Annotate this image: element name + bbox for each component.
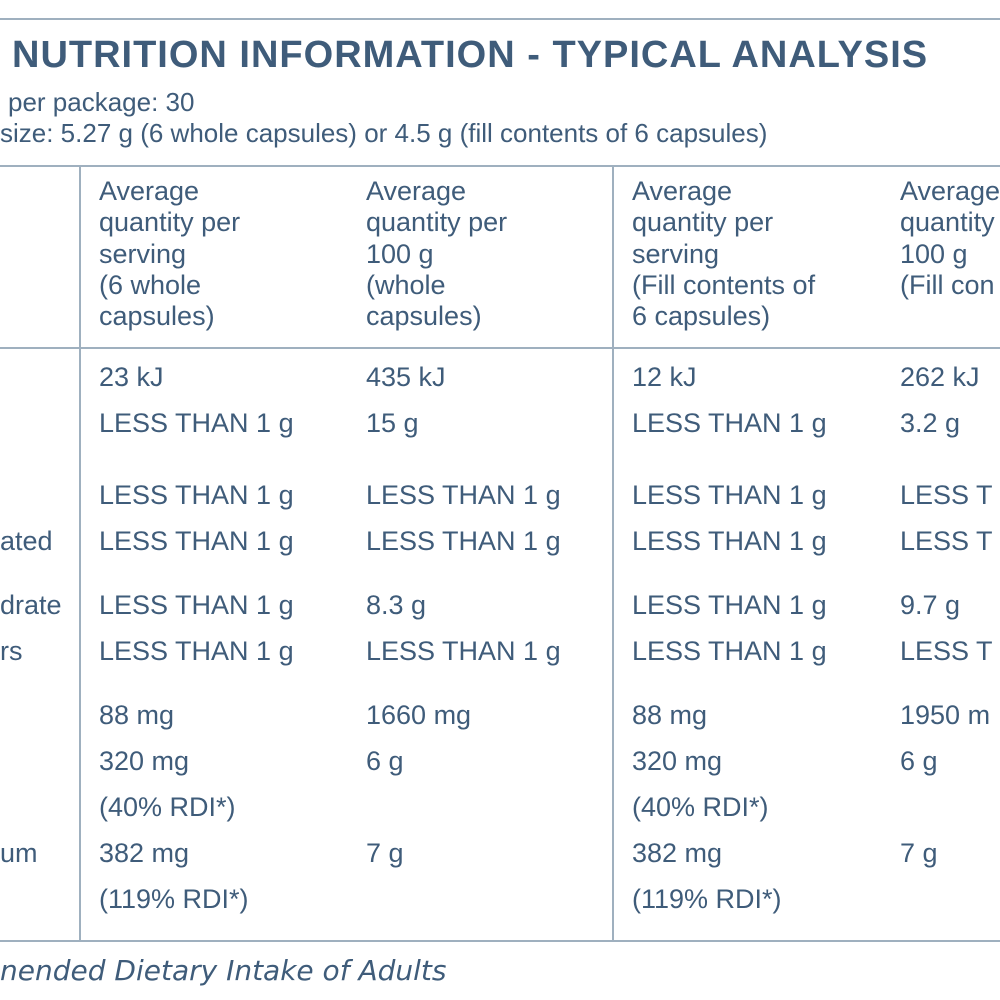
cell: LESS THAN 1 g (99, 526, 294, 556)
cell: LESS T (900, 526, 993, 556)
cell: 6 g (366, 746, 404, 776)
serving-size: size: 5.27 g (6 whole capsules) or 4.5 g… (0, 118, 768, 148)
column-header: quantity per (632, 207, 774, 238)
cell: 7 g (900, 838, 938, 868)
footnote: nended Dietary Intake of Adults (0, 954, 447, 987)
cell: 23 kJ (99, 362, 164, 392)
cell: (40% RDI*) (99, 792, 236, 822)
cell: 382 mg (632, 838, 723, 868)
cell: 15 g (366, 408, 419, 438)
column-header: (Fill contents of (632, 269, 816, 300)
column-header: (Fill con (900, 269, 995, 300)
row-label: ated (0, 526, 53, 556)
column-header: (6 whole (99, 269, 202, 300)
cell: 88 mg (99, 700, 175, 730)
cell: LESS THAN 1 g (632, 636, 827, 666)
column-header: 100 g (900, 238, 968, 269)
row-label: um (0, 838, 38, 868)
cell: (119% RDI*) (632, 884, 782, 914)
rule (0, 18, 1000, 20)
column-header: capsules) (366, 301, 482, 332)
row-label: drate (0, 590, 62, 620)
cell: LESS THAN 1 g (99, 480, 294, 510)
column-header: 100 g (366, 238, 434, 269)
cell: 1660 mg (366, 700, 472, 730)
cell: 435 kJ (366, 362, 446, 392)
cell: 262 kJ (900, 362, 980, 392)
cell: 1950 m (900, 700, 991, 730)
cell: 88 mg (632, 700, 708, 730)
column-header: serving (632, 238, 720, 269)
column-rule (612, 165, 614, 940)
column-header: 6 capsules) (632, 301, 771, 332)
cell: LESS THAN 1 g (99, 590, 294, 620)
rule (0, 940, 1000, 942)
cell: LESS THAN 1 g (632, 480, 827, 510)
column-header: serving (99, 238, 187, 269)
servings: per package: 30 (8, 87, 195, 117)
cell: 8.3 g (366, 590, 427, 620)
cell: LESS THAN 1 g (366, 480, 561, 510)
column-header: Average (99, 176, 200, 206)
cell: LESS T (900, 636, 993, 666)
cell: LESS THAN 1 g (632, 526, 827, 556)
cell: 12 kJ (632, 362, 697, 392)
column-header: capsules) (99, 301, 215, 332)
row-label: rs (0, 636, 23, 666)
rule (0, 165, 1000, 167)
cell: 320 mg (632, 746, 723, 776)
column-header: quantity per (366, 207, 508, 238)
cell: (119% RDI*) (99, 884, 249, 914)
cell: 320 mg (99, 746, 190, 776)
cell: (40% RDI*) (632, 792, 769, 822)
column-rule (79, 165, 81, 940)
cell: LESS THAN 1 g (99, 408, 294, 438)
cell: 9.7 g (900, 590, 961, 620)
cell: 7 g (366, 838, 404, 868)
column-header: quantity per (99, 207, 241, 238)
column-header: Average (366, 176, 467, 206)
cell: 6 g (900, 746, 938, 776)
column-header: Average (900, 176, 1000, 206)
title: NUTRITION INFORMATION - TYPICAL ANALYSIS (12, 34, 929, 76)
cell: 3.2 g (900, 408, 961, 438)
column-header: quantity (900, 207, 995, 238)
cell: LESS THAN 1 g (99, 636, 294, 666)
cell: LESS THAN 1 g (632, 408, 827, 438)
cell: LESS THAN 1 g (366, 526, 561, 556)
cell: LESS T (900, 480, 993, 510)
column-header: Average (632, 176, 733, 206)
cell: LESS THAN 1 g (366, 636, 561, 666)
column-header: (whole (366, 269, 446, 300)
cell: LESS THAN 1 g (632, 590, 827, 620)
cell: 382 mg (99, 838, 190, 868)
rule (0, 347, 1000, 349)
